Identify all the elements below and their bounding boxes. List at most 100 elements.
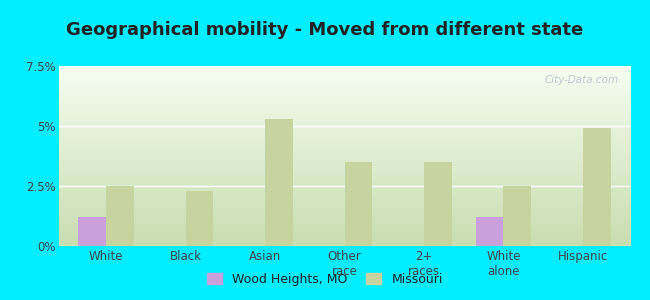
Bar <box>58 211 630 212</box>
Bar <box>58 150 630 151</box>
Bar <box>58 242 630 243</box>
Bar <box>58 209 630 210</box>
Bar <box>58 86 630 87</box>
Bar <box>58 101 630 102</box>
Bar <box>58 182 630 183</box>
Bar <box>58 110 630 111</box>
Bar <box>58 204 630 205</box>
Bar <box>58 95 630 96</box>
Bar <box>58 219 630 220</box>
Bar <box>58 214 630 215</box>
Bar <box>58 156 630 157</box>
Bar <box>58 148 630 149</box>
Bar <box>58 69 630 70</box>
Bar <box>58 99 630 100</box>
Bar <box>58 245 630 246</box>
Bar <box>58 199 630 200</box>
Bar <box>58 239 630 240</box>
Bar <box>58 117 630 118</box>
Bar <box>58 171 630 172</box>
Bar <box>58 226 630 227</box>
Bar <box>58 114 630 115</box>
Bar <box>58 193 630 194</box>
Bar <box>58 170 630 171</box>
Bar <box>583 128 610 246</box>
Bar <box>58 192 630 193</box>
Bar <box>58 194 630 195</box>
Bar <box>58 113 630 114</box>
Bar <box>58 228 630 229</box>
Bar <box>58 174 630 175</box>
Bar <box>58 176 630 177</box>
Bar <box>58 97 630 98</box>
Bar <box>58 143 630 144</box>
Bar <box>58 76 630 77</box>
Bar <box>58 123 630 124</box>
Bar <box>58 116 630 117</box>
Bar <box>58 105 630 106</box>
Bar <box>58 188 630 189</box>
Bar <box>58 205 630 206</box>
Bar <box>58 190 630 191</box>
Bar <box>58 90 630 91</box>
Bar <box>58 130 630 131</box>
Bar <box>58 71 630 72</box>
Bar <box>58 201 630 202</box>
Bar <box>58 191 630 192</box>
Bar <box>58 66 630 67</box>
Bar <box>58 155 630 156</box>
Bar <box>503 186 531 246</box>
Bar <box>58 183 630 184</box>
Bar <box>58 124 630 125</box>
Bar <box>58 167 630 168</box>
Bar <box>58 152 630 153</box>
Bar <box>58 168 630 169</box>
Bar <box>58 73 630 74</box>
Bar <box>58 107 630 108</box>
Bar <box>58 196 630 197</box>
Bar <box>58 125 630 126</box>
Bar <box>58 179 630 180</box>
Bar <box>58 203 630 204</box>
Bar <box>58 138 630 139</box>
Bar <box>186 191 213 246</box>
Bar <box>58 127 630 128</box>
Text: Geographical mobility - Moved from different state: Geographical mobility - Moved from diffe… <box>66 21 584 39</box>
Bar <box>58 177 630 178</box>
Bar <box>58 88 630 89</box>
Bar <box>58 241 630 242</box>
Bar <box>58 235 630 236</box>
Bar <box>58 163 630 164</box>
Bar <box>265 119 293 246</box>
Bar <box>58 186 630 187</box>
Bar <box>58 112 630 113</box>
Bar <box>58 100 630 101</box>
Bar <box>58 197 630 198</box>
Bar <box>58 160 630 161</box>
Bar <box>58 149 630 150</box>
Bar <box>58 140 630 141</box>
Bar <box>58 230 630 231</box>
Bar <box>58 82 630 83</box>
Bar <box>58 145 630 146</box>
Bar <box>58 218 630 219</box>
Bar <box>58 154 630 155</box>
Bar <box>58 128 630 129</box>
Bar <box>79 217 106 246</box>
Bar <box>58 77 630 78</box>
Bar <box>58 120 630 121</box>
Bar <box>58 137 630 138</box>
Bar <box>58 224 630 225</box>
Bar <box>106 186 134 246</box>
Bar <box>58 102 630 103</box>
Bar <box>58 78 630 79</box>
Bar <box>58 200 630 201</box>
Bar <box>58 119 630 120</box>
Bar <box>58 215 630 216</box>
Bar <box>58 159 630 160</box>
Bar <box>58 161 630 162</box>
Bar <box>58 74 630 75</box>
Bar <box>58 85 630 86</box>
Bar <box>58 208 630 209</box>
Bar <box>58 115 630 116</box>
